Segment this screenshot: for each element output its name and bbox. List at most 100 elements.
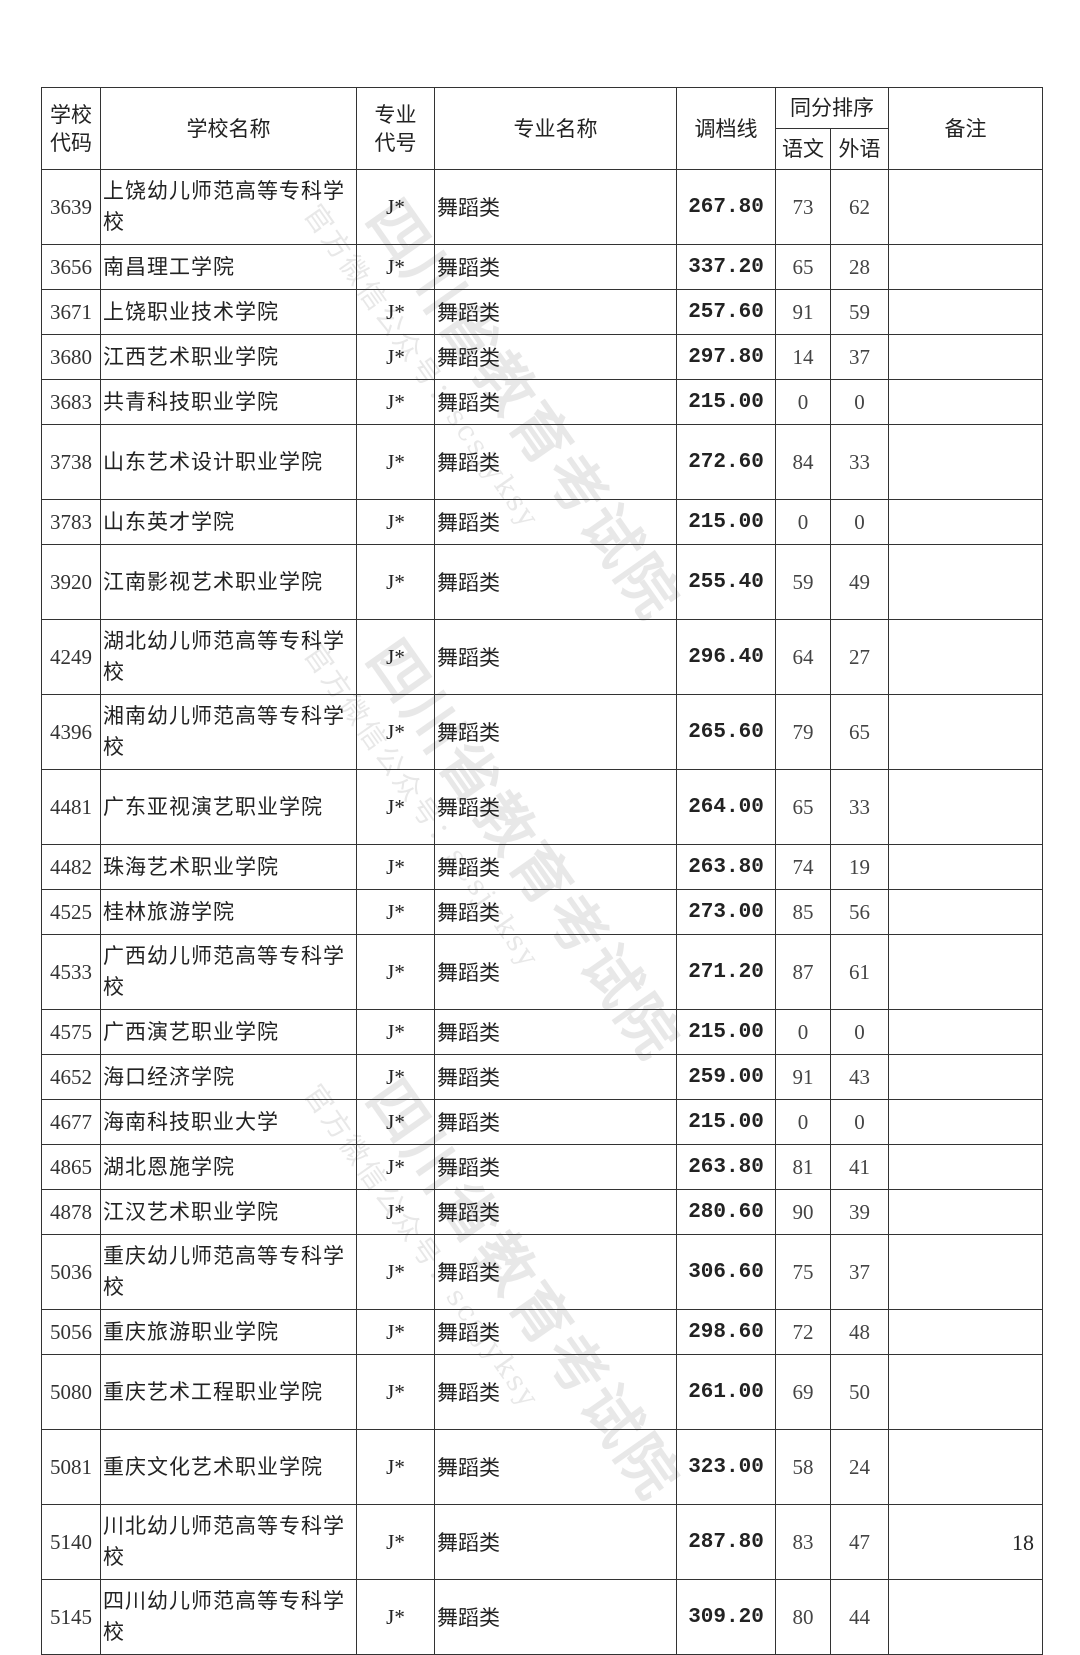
table-row: 5140 川北幼儿师范高等专科学校 J* 舞蹈类 287.80 83 47: [41, 1504, 1043, 1580]
cell-chinese-rank: 81: [775, 1144, 831, 1190]
table-row: 4481 广东亚视演艺职业学院 J* 舞蹈类 264.00 65 33: [41, 769, 1043, 845]
header-school-name: 学校名称: [100, 87, 357, 170]
header-tie-order: 同分排序: [775, 87, 889, 129]
cell-school-code: 3683: [41, 379, 101, 425]
cell-chinese-rank: 59: [775, 544, 831, 620]
cell-school-name: 南昌理工学院: [100, 244, 357, 290]
table-row: 3656 南昌理工学院 J* 舞蹈类 337.20 65 28: [41, 244, 1043, 290]
cell-foreign-rank: 43: [830, 1054, 889, 1100]
cell-major-name: 舞蹈类: [434, 289, 677, 335]
table-row: 4652 海口经济学院 J* 舞蹈类 259.00 91 43: [41, 1054, 1043, 1100]
cell-school-code: 3783: [41, 499, 101, 545]
cell-cutoff-score: 257.60: [676, 289, 776, 335]
cell-major-name: 舞蹈类: [434, 619, 677, 695]
cell-school-name: 重庆艺术工程职业学院: [100, 1354, 357, 1430]
cell-foreign-rank: 0: [830, 1009, 889, 1055]
table-row: 4482 珠海艺术职业学院 J* 舞蹈类 263.80 74 19: [41, 844, 1043, 890]
cell-cutoff-score: 261.00: [676, 1354, 776, 1430]
table-row: 4575 广西演艺职业学院 J* 舞蹈类 215.00 0 0: [41, 1009, 1043, 1055]
cell-foreign-rank: 47: [830, 1504, 889, 1580]
cell-school-name: 四川幼儿师范高等专科学校: [100, 1579, 357, 1655]
cell-major-name: 舞蹈类: [434, 544, 677, 620]
cell-major-code: J*: [356, 1054, 435, 1100]
cell-foreign-rank: 61: [830, 934, 889, 1010]
cell-school-name: 江汉艺术职业学院: [100, 1189, 357, 1235]
cell-school-code: 5081: [41, 1429, 101, 1505]
cell-foreign-rank: 33: [830, 424, 889, 500]
table-row: 5145 四川幼儿师范高等专科学校 J* 舞蹈类 309.20 80 44: [41, 1579, 1043, 1655]
cell-remark: [888, 1189, 1043, 1235]
cell-foreign-rank: 0: [830, 379, 889, 425]
cell-chinese-rank: 75: [775, 1234, 831, 1310]
cell-major-name: 舞蹈类: [434, 1504, 677, 1580]
table-row: 3639 上饶幼儿师范高等专科学校 J* 舞蹈类 267.80 73 62: [41, 169, 1043, 245]
cell-major-code: J*: [356, 424, 435, 500]
cell-foreign-rank: 50: [830, 1354, 889, 1430]
cell-major-name: 舞蹈类: [434, 769, 677, 845]
cell-cutoff-score: 296.40: [676, 619, 776, 695]
cell-cutoff-score: 255.40: [676, 544, 776, 620]
cell-school-code: 4878: [41, 1189, 101, 1235]
cell-cutoff-score: 280.60: [676, 1189, 776, 1235]
cell-remark: [888, 1579, 1043, 1655]
cell-foreign-rank: 48: [830, 1309, 889, 1355]
cell-remark: [888, 1354, 1043, 1430]
cell-chinese-rank: 64: [775, 619, 831, 695]
cell-cutoff-score: 215.00: [676, 499, 776, 545]
cell-school-name: 珠海艺术职业学院: [100, 844, 357, 890]
cell-major-name: 舞蹈类: [434, 334, 677, 380]
cell-foreign-rank: 39: [830, 1189, 889, 1235]
cell-cutoff-score: 267.80: [676, 169, 776, 245]
cell-remark: [888, 379, 1043, 425]
cell-cutoff-score: 306.60: [676, 1234, 776, 1310]
cell-major-name: 舞蹈类: [434, 1144, 677, 1190]
cell-foreign-rank: 37: [830, 1234, 889, 1310]
cell-major-name: 舞蹈类: [434, 1309, 677, 1355]
table-row: 5080 重庆艺术工程职业学院 J* 舞蹈类 261.00 69 50: [41, 1354, 1043, 1430]
cell-foreign-rank: 49: [830, 544, 889, 620]
cell-school-code: 4482: [41, 844, 101, 890]
cell-school-code: 5140: [41, 1504, 101, 1580]
cell-school-name: 上饶幼儿师范高等专科学校: [100, 169, 357, 245]
table-row: 4396 湘南幼儿师范高等专科学校 J* 舞蹈类 265.60 79 65: [41, 694, 1043, 770]
cell-school-code: 5145: [41, 1579, 101, 1655]
header-major-code: 专业代号: [356, 87, 435, 170]
cell-cutoff-score: 265.60: [676, 694, 776, 770]
cell-cutoff-score: 259.00: [676, 1054, 776, 1100]
cell-major-code: J*: [356, 1009, 435, 1055]
cell-school-name: 共青科技职业学院: [100, 379, 357, 425]
header-cutoff: 调档线: [676, 87, 776, 170]
cell-foreign-rank: 44: [830, 1579, 889, 1655]
cell-major-name: 舞蹈类: [434, 1054, 677, 1100]
cell-school-code: 4865: [41, 1144, 101, 1190]
page-number: 18: [1012, 1530, 1034, 1555]
cell-school-code: 3671: [41, 289, 101, 335]
cell-major-code: J*: [356, 1504, 435, 1580]
cell-chinese-rank: 85: [775, 889, 831, 935]
cell-foreign-rank: 56: [830, 889, 889, 935]
cell-chinese-rank: 69: [775, 1354, 831, 1430]
cell-school-code: 4677: [41, 1099, 101, 1145]
cell-major-name: 舞蹈类: [434, 1429, 677, 1505]
cell-chinese-rank: 84: [775, 424, 831, 500]
cell-major-code: J*: [356, 1579, 435, 1655]
cell-school-code: 3738: [41, 424, 101, 500]
cell-major-name: 舞蹈类: [434, 1009, 677, 1055]
table-row: 3738 山东艺术设计职业学院 J* 舞蹈类 272.60 84 33: [41, 424, 1043, 500]
header-school-code: 学校代码: [41, 87, 101, 170]
cell-remark: [888, 619, 1043, 695]
cell-major-name: 舞蹈类: [434, 694, 677, 770]
cell-school-name: 湖北幼儿师范高等专科学校: [100, 619, 357, 695]
cell-school-name: 广东亚视演艺职业学院: [100, 769, 357, 845]
table-row: 5081 重庆文化艺术职业学院 J* 舞蹈类 323.00 58 24: [41, 1429, 1043, 1505]
header-row: 学校代码 学校名称 专业代号 专业名称 调档线 同分排序 备注: [41, 87, 1043, 170]
header-remarks: 备注: [888, 87, 1043, 170]
cell-chinese-rank: 0: [775, 499, 831, 545]
cell-school-name: 湘南幼儿师范高等专科学校: [100, 694, 357, 770]
cell-major-code: J*: [356, 1189, 435, 1235]
cell-foreign-rank: 0: [830, 1099, 889, 1145]
table-row: 3920 江南影视艺术职业学院 J* 舞蹈类 255.40 59 49: [41, 544, 1043, 620]
cell-school-code: 3920: [41, 544, 101, 620]
header-chinese: 语文: [775, 128, 831, 170]
cell-major-name: 舞蹈类: [434, 1579, 677, 1655]
